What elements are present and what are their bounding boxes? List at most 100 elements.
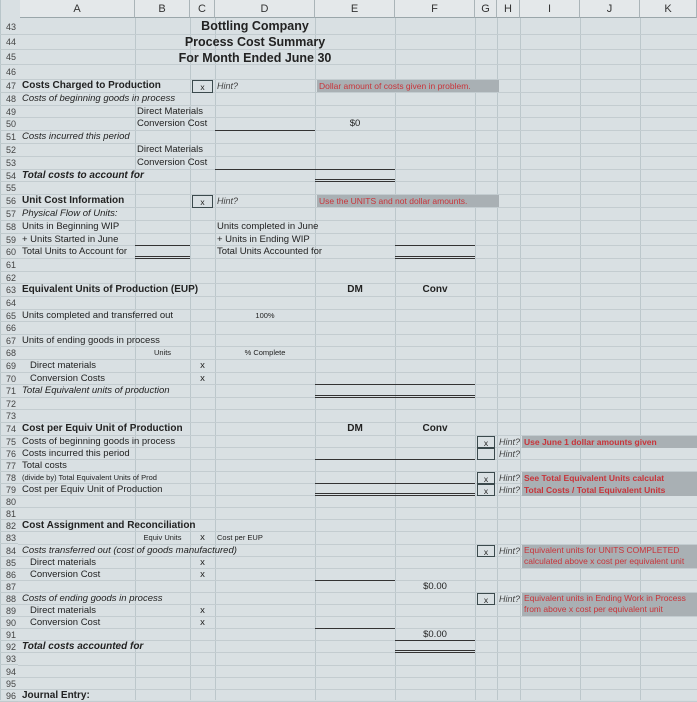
- cell-f87[interactable]: $0.00: [423, 580, 447, 592]
- cell-a47[interactable]: Costs Charged to Production: [22, 80, 161, 91]
- cell-a89[interactable]: Direct materials: [30, 605, 96, 616]
- row-header-81[interactable]: 81: [0, 508, 18, 521]
- cell-d68[interactable]: % Complete: [244, 348, 286, 358]
- cell-a69[interactable]: Direct materials: [30, 360, 96, 371]
- row-header-68[interactable]: 68: [0, 347, 18, 360]
- row-header-62[interactable]: 62: [0, 272, 18, 285]
- row-header-59[interactable]: 59: [0, 234, 18, 247]
- cell-a88[interactable]: Costs of ending goods in process: [22, 592, 163, 604]
- cell-b49[interactable]: Direct Materials: [137, 105, 203, 117]
- row-header-47[interactable]: 47: [0, 80, 18, 93]
- hint-message[interactable]: Total Costs / Total Equivalent Units: [522, 484, 697, 496]
- row-header-63[interactable]: 63: [0, 284, 18, 297]
- cell-a48[interactable]: Costs of beginning goods in process: [22, 92, 176, 104]
- cell-a86[interactable]: Conversion Cost: [30, 568, 101, 580]
- hint-link[interactable]: Hint?: [499, 485, 521, 495]
- hint-message[interactable]: Dollar amount of costs given in problem.: [317, 80, 499, 92]
- cell-a82[interactable]: Cost Assignment and Reconciliation: [22, 520, 196, 532]
- row-header-45[interactable]: 45: [0, 50, 18, 65]
- column-header-c[interactable]: C: [190, 0, 215, 18]
- row-header-87[interactable]: 87: [0, 581, 18, 593]
- hint-toggle-box[interactable]: [477, 447, 495, 460]
- row-header-51[interactable]: 51: [0, 131, 18, 144]
- cell-c70[interactable]: x: [200, 372, 205, 384]
- row-header-78[interactable]: 78: [0, 472, 18, 484]
- cell-c85[interactable]: x: [200, 556, 205, 568]
- cell-e50[interactable]: $0: [349, 118, 361, 130]
- cell-a58[interactable]: Units in Beginning WIP: [22, 220, 120, 232]
- hint-toggle-box[interactable]: x: [477, 592, 495, 605]
- hint-message[interactable]: See Total Equivalent Units calculat: [522, 471, 697, 484]
- cell-a60[interactable]: Total Units to Account for: [22, 246, 128, 258]
- row-header-55[interactable]: 55: [0, 182, 18, 196]
- cell-d58[interactable]: Units completed in June: [217, 220, 319, 232]
- column-header-k[interactable]: K: [640, 0, 697, 18]
- row-header-49[interactable]: 49: [0, 106, 18, 119]
- hint-toggle-box[interactable]: x: [477, 471, 495, 484]
- cell-a65[interactable]: Units completed and transferred out: [22, 309, 174, 321]
- row-header-44[interactable]: 44: [0, 35, 18, 50]
- hint-toggle-box[interactable]: x: [477, 435, 495, 448]
- cell-c86[interactable]: x: [200, 568, 205, 580]
- cell-b83[interactable]: Equiv Units: [143, 533, 182, 543]
- cell-a92[interactable]: Total costs accounted for: [22, 641, 144, 653]
- cell-f63[interactable]: Conv: [422, 284, 448, 296]
- cell-a84[interactable]: Costs transferred out (cost of goods man…: [22, 544, 237, 556]
- cell-a67[interactable]: Units of ending goods in process: [22, 334, 160, 346]
- cell-a59[interactable]: + Units Started in June: [22, 233, 119, 245]
- row-header-91[interactable]: 91: [0, 629, 18, 642]
- column-header-f[interactable]: F: [395, 0, 475, 18]
- cell-d65[interactable]: 100%: [255, 310, 275, 320]
- cell-f74[interactable]: Conv: [422, 423, 448, 434]
- row-header-52[interactable]: 52: [0, 144, 18, 157]
- row-header-69[interactable]: 69: [0, 360, 18, 373]
- title-report[interactable]: Process Cost Summary: [184, 35, 326, 49]
- row-header-86[interactable]: 86: [0, 569, 18, 581]
- row-header-48[interactable]: 48: [0, 93, 18, 106]
- row-header-76[interactable]: 76: [0, 448, 18, 460]
- cell-b50[interactable]: Conversion Cost: [137, 118, 208, 130]
- hint-message[interactable]: Use the UNITS and not dollar amounts.: [317, 195, 499, 208]
- cell-b53[interactable]: Conversion Cost: [137, 156, 208, 168]
- row-header-54[interactable]: 54: [0, 170, 18, 183]
- row-header-72[interactable]: 72: [0, 398, 18, 411]
- cell-a76[interactable]: Costs incurred this period: [22, 447, 130, 459]
- row-header-84[interactable]: 84: [0, 545, 18, 557]
- row-header-92[interactable]: 92: [0, 641, 18, 654]
- cell-a85[interactable]: Direct materials: [30, 556, 96, 568]
- hint-message[interactable]: Equivalent units for UNITS COMPLETED cal…: [522, 544, 697, 568]
- row-header-79[interactable]: 79: [0, 484, 18, 497]
- hint-link[interactable]: Hint?: [217, 196, 239, 207]
- row-header-95[interactable]: 95: [0, 678, 18, 690]
- column-header-h[interactable]: H: [497, 0, 520, 18]
- cell-e74[interactable]: DM: [347, 423, 363, 434]
- cell-a70[interactable]: Conversion Costs: [30, 372, 105, 384]
- cell-a79[interactable]: Cost per Equiv Unit of Production: [22, 484, 163, 495]
- column-header-a[interactable]: A: [20, 0, 135, 18]
- cell-c69[interactable]: x: [200, 360, 205, 371]
- cell-a71[interactable]: Total Equivalent units of production: [22, 385, 170, 397]
- column-header-b[interactable]: B: [135, 0, 190, 18]
- cell-a75[interactable]: Costs of beginning goods in process: [22, 435, 176, 447]
- cell-b52[interactable]: Direct Materials: [137, 144, 203, 155]
- row-header-61[interactable]: 61: [0, 259, 18, 272]
- row-header-60[interactable]: 60: [0, 246, 18, 260]
- cell-a57[interactable]: Physical Flow of Units:: [22, 208, 118, 219]
- hint-toggle-box[interactable]: x: [192, 80, 213, 93]
- cell-a56[interactable]: Unit Cost Information: [22, 195, 125, 207]
- cell-d83[interactable]: Cost per EUP: [217, 533, 263, 543]
- row-header-89[interactable]: 89: [0, 605, 18, 618]
- row-header-70[interactable]: 70: [0, 373, 18, 386]
- column-header-d[interactable]: D: [215, 0, 315, 18]
- column-header-e[interactable]: E: [315, 0, 395, 18]
- row-header-82[interactable]: 82: [0, 520, 18, 533]
- row-header-50[interactable]: 50: [0, 118, 18, 132]
- row-header-67[interactable]: 67: [0, 335, 18, 348]
- column-header-i[interactable]: I: [520, 0, 580, 18]
- row-header-64[interactable]: 64: [0, 297, 18, 310]
- hint-link[interactable]: Hint?: [499, 448, 521, 459]
- cell-a74[interactable]: Cost per Equiv Unit of Production: [22, 423, 183, 434]
- cell-a78[interactable]: (divide by) Total Equivalent Units of Pr…: [22, 472, 157, 482]
- cell-a77[interactable]: Total costs: [22, 459, 67, 471]
